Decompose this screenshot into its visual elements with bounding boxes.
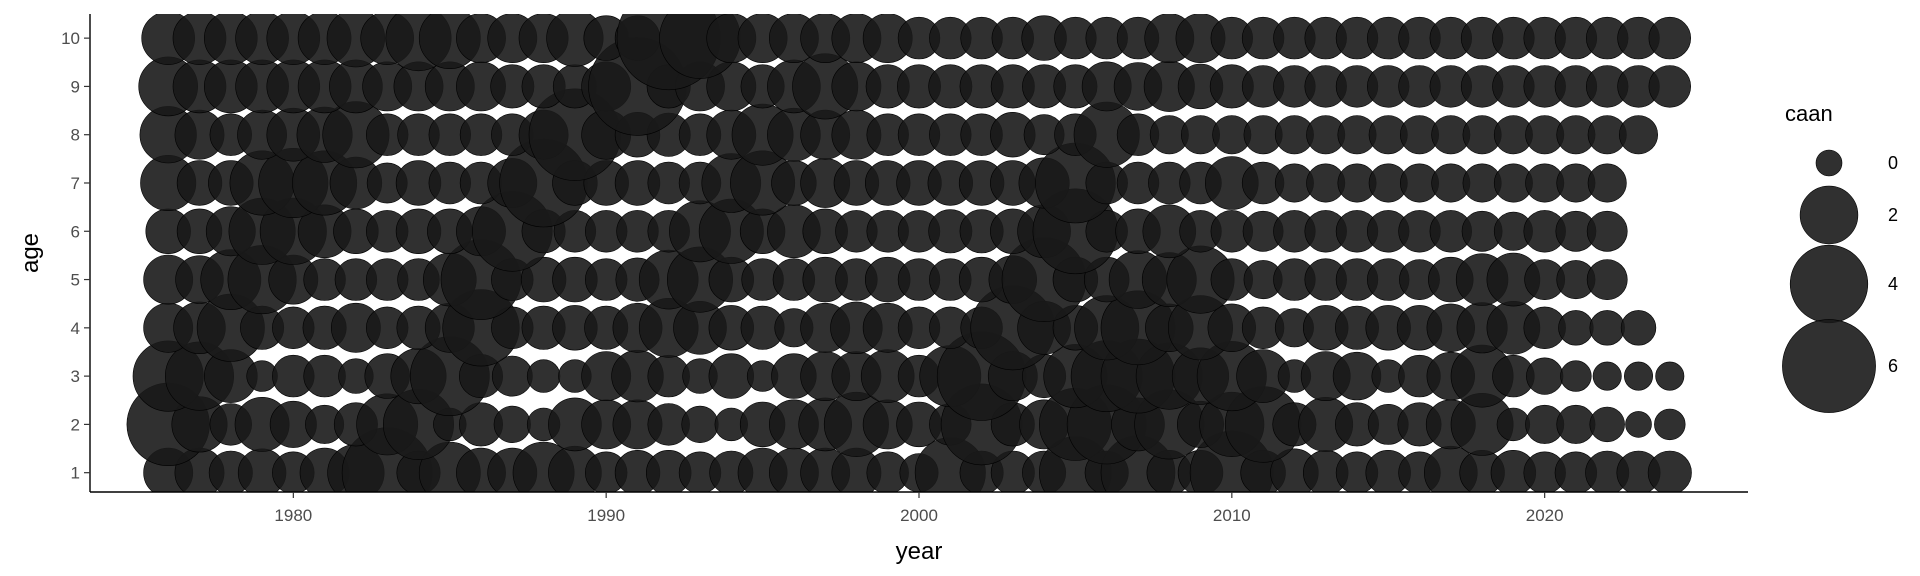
y-tick-label: 2: [71, 415, 80, 434]
legend-key-label: 0: [1888, 153, 1898, 173]
bubble-point: [1619, 115, 1659, 155]
x-tick-label: 2020: [1526, 506, 1564, 525]
x-axis-title: year: [896, 538, 943, 565]
bubble-point: [1586, 259, 1628, 301]
y-tick-label: 10: [61, 29, 80, 48]
y-tick-label: 9: [71, 77, 80, 96]
x-axis-ticks: 1980 1990 2000 2010 2020: [274, 492, 1564, 525]
x-tick-label: 2000: [900, 506, 938, 525]
bubble-point: [493, 405, 531, 444]
y-tick-label: 3: [71, 367, 80, 386]
bubble-point: [1556, 404, 1596, 444]
bubble-point: [1496, 407, 1531, 442]
legend-key-label: 4: [1888, 274, 1898, 294]
size-legend: caan 0 2 4 6: [1782, 101, 1898, 413]
bubble-point: [1587, 163, 1627, 203]
legend-key-bubble: [1799, 185, 1859, 245]
x-tick-label: 2010: [1213, 506, 1251, 525]
bubble-point: [681, 405, 719, 444]
y-tick-label: 4: [71, 319, 80, 338]
bubble-point: [1586, 210, 1628, 252]
bubble-point: [1526, 357, 1564, 395]
bubble-point: [1592, 361, 1622, 391]
bubble-layer: [126, 14, 1692, 492]
x-tick-label: 1980: [274, 506, 312, 525]
bubble-point: [1648, 16, 1692, 60]
bubble-point: [1648, 65, 1692, 108]
legend-key-bubble: [1815, 149, 1843, 177]
legend-title: caan: [1785, 101, 1833, 126]
bubble-point: [1647, 450, 1692, 492]
bubble-point: [1655, 361, 1685, 391]
legend-key-label: 2: [1888, 205, 1898, 225]
legend-key-bubble: [1789, 244, 1869, 324]
y-tick-label: 5: [71, 271, 80, 290]
y-tick-label: 7: [71, 174, 80, 193]
bubble-point: [1654, 408, 1686, 441]
y-axis-title: age: [17, 233, 44, 273]
legend-key-bubble: [1782, 319, 1876, 413]
x-tick-label: 1990: [587, 506, 625, 525]
bubble-point: [526, 359, 561, 393]
bubble-point: [1620, 310, 1657, 346]
y-axis-ticks: 1 2 3 4 5 6 7 8 9 10: [61, 29, 90, 483]
y-tick-label: 1: [71, 464, 80, 483]
bubble-point: [1560, 360, 1592, 392]
bubble-point: [1589, 310, 1625, 346]
bubble-point: [1624, 361, 1654, 391]
y-tick-label: 8: [71, 126, 80, 145]
bubble-point: [1625, 411, 1652, 438]
bubble-point: [1558, 310, 1594, 346]
legend-key-label: 6: [1888, 356, 1898, 376]
bubble-point: [1589, 406, 1625, 443]
y-tick-label: 6: [71, 222, 80, 241]
